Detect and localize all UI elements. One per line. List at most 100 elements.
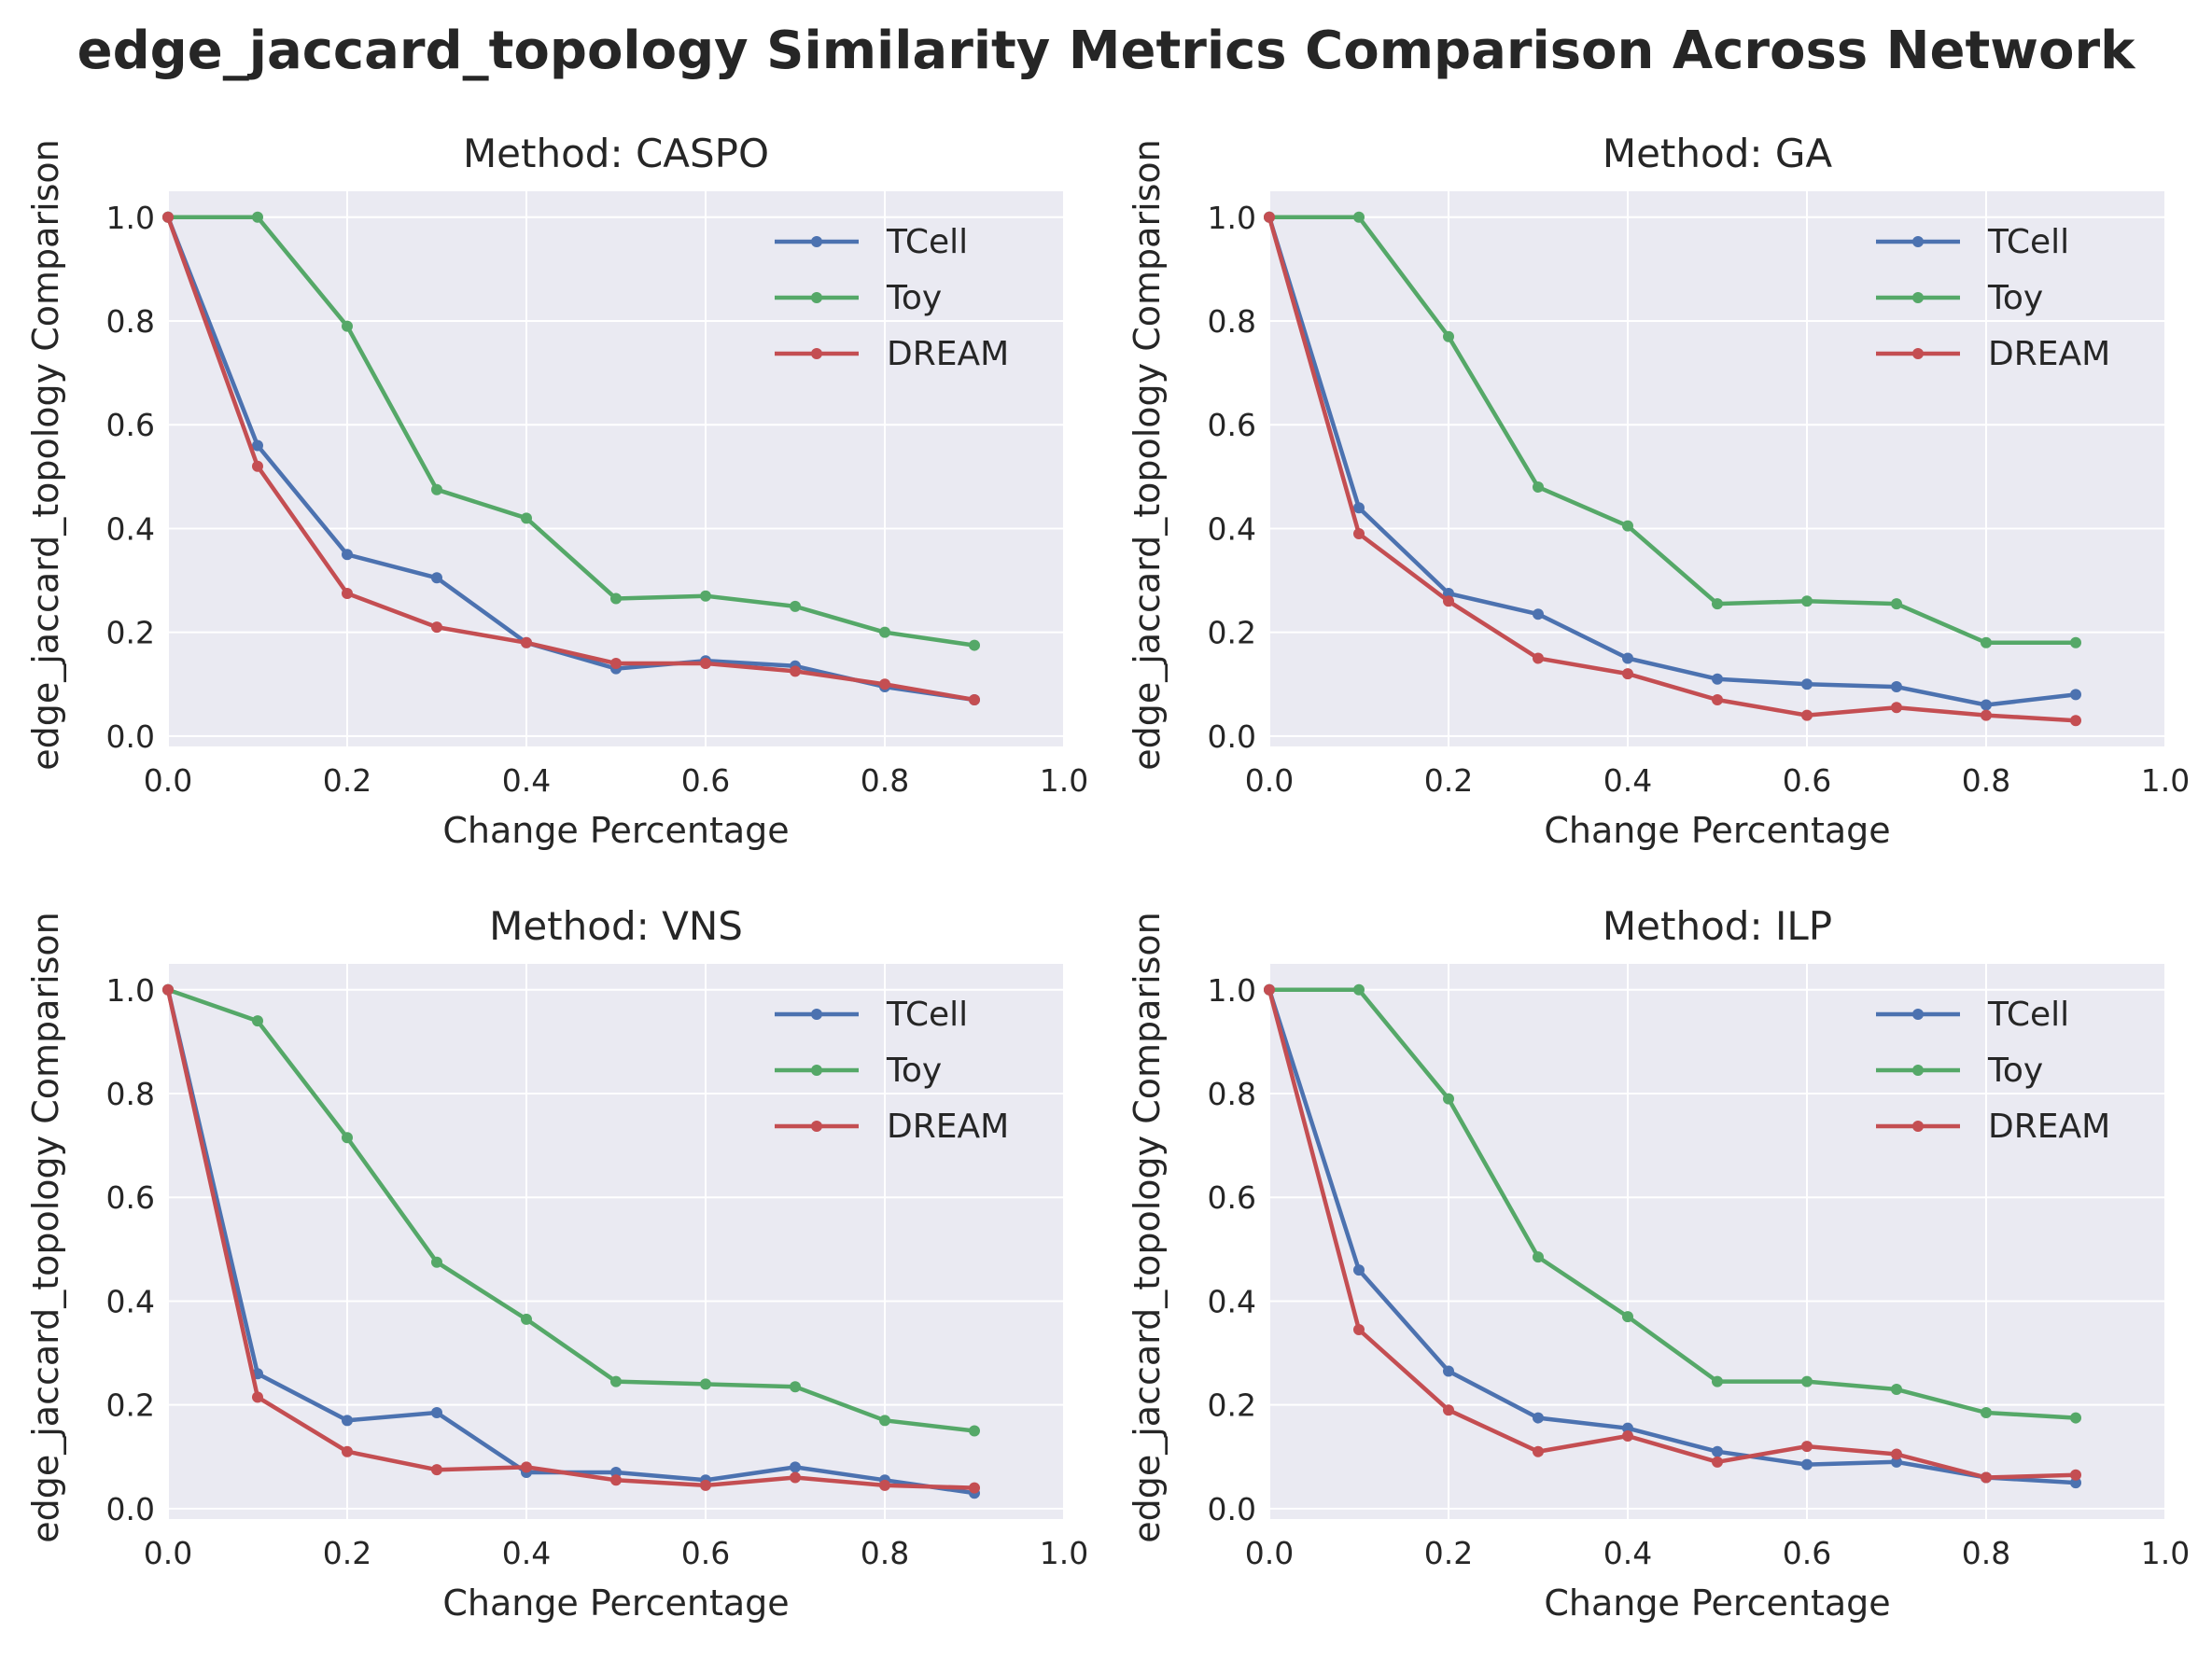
y-tick-label: 0.2 [1208, 615, 1256, 651]
y-tick-label: 1.0 [1208, 972, 1256, 1009]
legend-marker-tcell [811, 1009, 822, 1020]
y-tick-label: 0.6 [1208, 1179, 1256, 1216]
subplot-caspo: 0.0 0.2 0.4 0.6 0.8 1.0 0.0 0.2 0.4 0.6 0.8 1.0 Meth… [25, 131, 1088, 851]
x-axis-label: Change Percentage [1544, 1582, 1890, 1624]
data-point-toy [1443, 330, 1454, 342]
data-point-toy [1353, 983, 1365, 996]
data-point-toy [610, 592, 622, 605]
data-point-toy [1981, 636, 1992, 648]
data-point-dream [252, 460, 263, 472]
data-point-dream [879, 1479, 890, 1491]
x-tick-label: 0.0 [1245, 762, 1294, 799]
data-point-dream [1981, 709, 1992, 721]
data-point-toy [342, 320, 353, 332]
data-point-tcell [2070, 1477, 2081, 1489]
legend-marker-toy [811, 292, 822, 303]
y-axis-label: edge_jaccard_topology Comparison [1127, 139, 1168, 771]
y-tick-label: 0.2 [106, 615, 155, 651]
legend-marker-dream [1912, 348, 1924, 359]
data-point-dream [1801, 709, 1813, 721]
data-point-toy [1712, 1375, 1723, 1387]
x-tick-label: 0.4 [502, 762, 551, 799]
data-point-dream [1981, 1471, 1992, 1484]
legend-label: TCell [1987, 996, 2069, 1034]
data-point-tcell [610, 1466, 622, 1478]
x-tick-label: 0.2 [1424, 762, 1473, 799]
x-tick-label: 0.6 [1783, 762, 1831, 799]
data-point-dream [252, 1391, 263, 1403]
x-tick-label: 1.0 [1040, 762, 1088, 799]
x-tick-label: 0.4 [1603, 1535, 1652, 1571]
data-point-toy [790, 600, 801, 612]
data-point-dream [1533, 1445, 1544, 1457]
x-axis-label: Change Percentage [1544, 810, 1890, 851]
legend: TCell Toy DREAM [1876, 223, 2110, 373]
legend: TCell Toy DREAM [775, 996, 1009, 1146]
series-line-tcell [1267, 215, 2079, 707]
legend-label: Toy [886, 279, 942, 317]
y-tick-label: 0.4 [106, 1283, 155, 1319]
data-point-tcell [2070, 689, 2081, 701]
data-point-dream [1712, 693, 1723, 705]
data-point-toy [1353, 211, 1365, 223]
data-point-dream [610, 1474, 622, 1486]
y-tick-label: 0.6 [106, 407, 155, 443]
data-point-toy [700, 1378, 711, 1390]
y-tick-label: 0.2 [1208, 1387, 1256, 1424]
y-tick-label: 0.6 [106, 1179, 155, 1216]
series-line-dream [1267, 215, 2079, 723]
data-point-tcell [1443, 1365, 1454, 1377]
plot-area [1269, 964, 2165, 1519]
y-tick-label: 0.4 [1208, 1283, 1256, 1319]
data-point-toy [1533, 1251, 1544, 1263]
data-point-dream [879, 678, 890, 690]
subplot-ilp: 0.0 0.2 0.4 0.6 0.8 1.0 0.0 0.2 0.4 0.6 0.8 1.0 Meth… [1127, 903, 2190, 1624]
data-point-dream [1443, 1404, 1454, 1416]
data-point-toy [1981, 1407, 1992, 1419]
data-point-tcell [1712, 673, 1723, 685]
x-tick-label: 0.0 [144, 762, 192, 799]
x-tick-label: 0.6 [1783, 1535, 1831, 1571]
legend-marker-toy [1912, 1065, 1924, 1076]
data-point-tcell [790, 1461, 801, 1473]
data-point-dream [1801, 1441, 1813, 1453]
data-point-dream [521, 636, 532, 648]
legend-label: DREAM [1988, 335, 2110, 373]
legend-label: TCell [886, 223, 968, 261]
data-point-toy [969, 639, 980, 651]
data-point-dream [1443, 595, 1454, 607]
x-tick-label: 0.8 [861, 762, 909, 799]
data-point-tcell [1981, 699, 1992, 711]
data-point-dream [969, 1482, 980, 1494]
subplot-title: Method: VNS [489, 903, 743, 949]
series-line-dream [1267, 987, 2079, 1480]
data-point-toy [610, 1375, 622, 1387]
data-point-dream [790, 1471, 801, 1484]
subplot-vns: 0.0 0.2 0.4 0.6 0.8 1.0 0.0 0.2 0.4 0.6 0.8 1.0 Meth… [25, 903, 1088, 1624]
legend: TCell Toy DREAM [775, 223, 1009, 373]
subplot-title: Method: ILP [1603, 903, 1832, 949]
legend-marker-toy [1912, 292, 1924, 303]
x-tick-label: 1.0 [2141, 1535, 2190, 1571]
data-point-dream [700, 658, 711, 670]
data-point-toy [700, 590, 711, 602]
legend-marker-dream [811, 348, 822, 359]
x-axis-label: Change Percentage [442, 810, 789, 851]
series-line-toy [1267, 215, 2079, 646]
series-line-dream [165, 215, 977, 703]
y-tick-label: 0.0 [1208, 718, 1256, 755]
y-tick-label: 0.0 [106, 1491, 155, 1527]
legend-label: TCell [1987, 223, 2069, 261]
data-point-toy [252, 1015, 263, 1027]
data-point-toy [342, 1132, 353, 1144]
x-tick-label: 0.6 [681, 1535, 730, 1571]
data-point-dream [969, 693, 980, 705]
data-point-toy [1801, 1375, 1813, 1387]
data-point-toy [431, 483, 442, 495]
data-point-dream [1353, 528, 1365, 540]
data-point-toy [431, 1256, 442, 1268]
legend-label: DREAM [887, 335, 1009, 373]
data-point-toy [969, 1425, 980, 1437]
data-point-dream [2070, 1469, 2081, 1481]
